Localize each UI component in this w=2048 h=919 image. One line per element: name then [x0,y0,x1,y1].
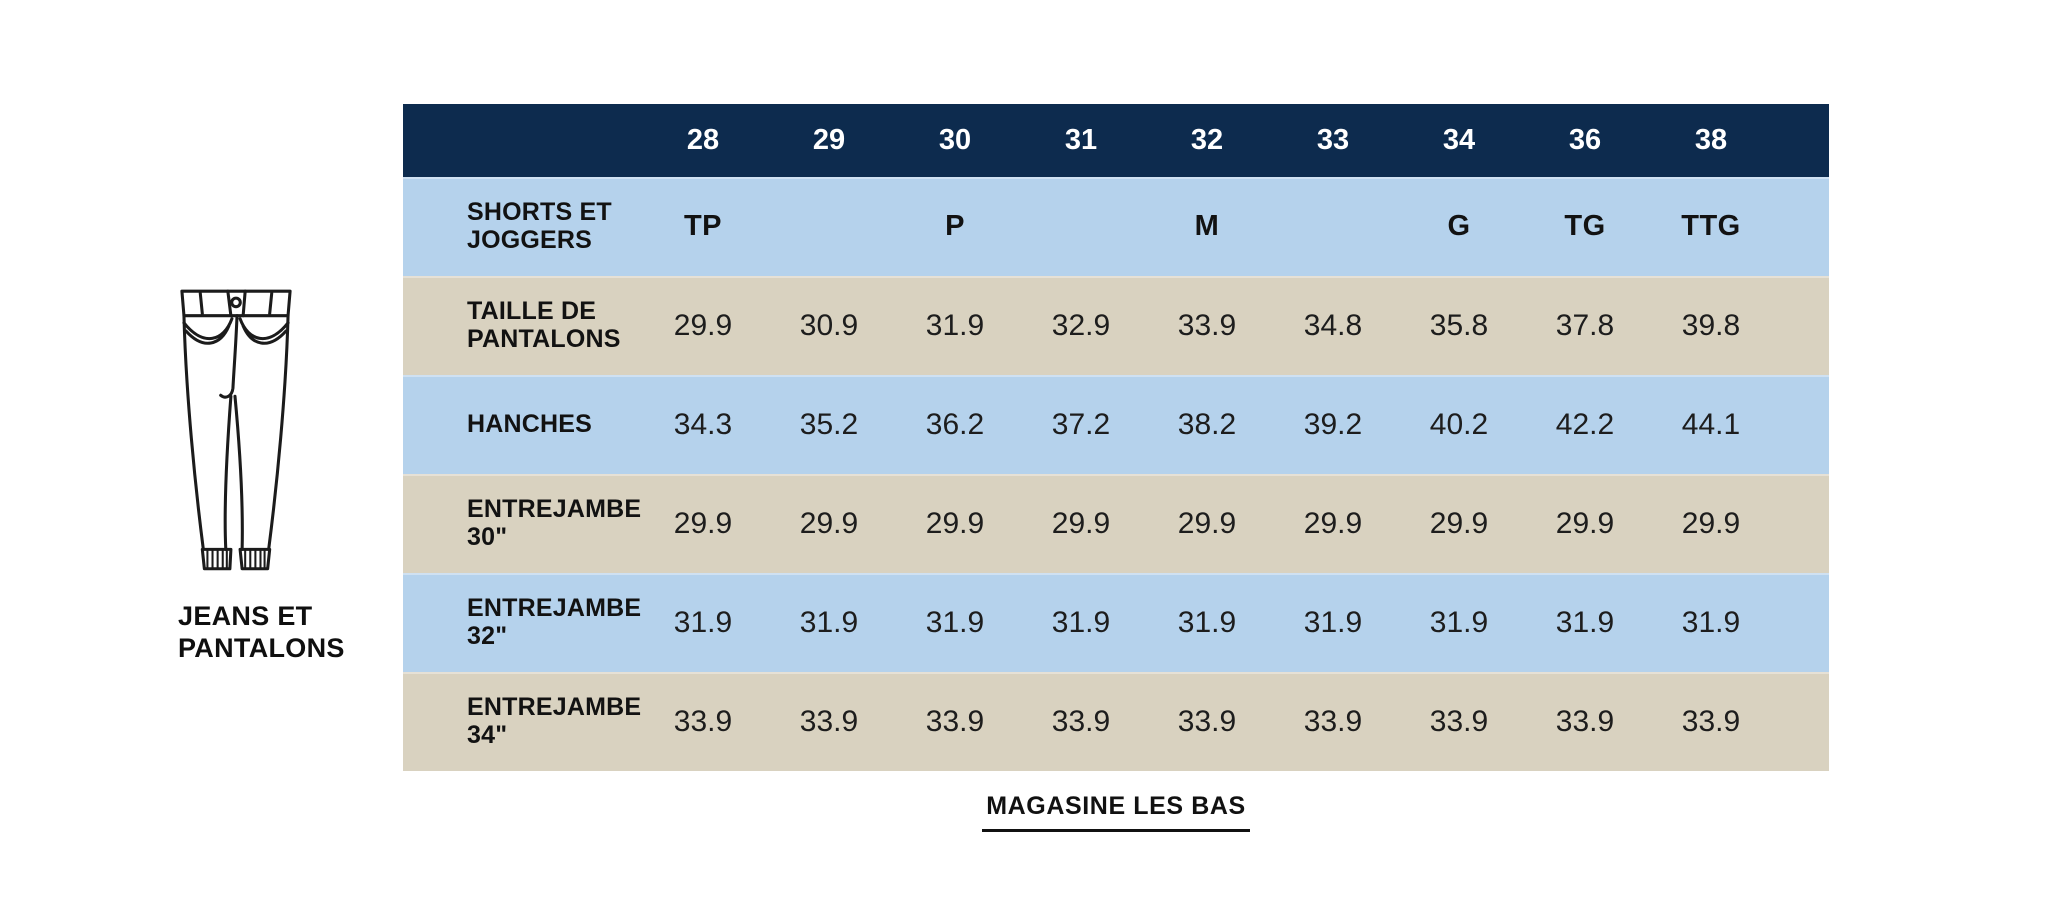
header-label-spacer [403,104,640,177]
measurement-cell: 36.2 [925,407,985,441]
measurement-cell: 35.8 [1429,308,1489,342]
category-label: JEANS ET PANTALONS [178,601,345,664]
size-letter-cell: TTG [1681,210,1741,242]
jeans-icon [172,282,300,580]
size-letter-cell: TG [1564,210,1606,242]
table-row: TAILLE DE PANTALONS 29.9 30.9 31.9 32.9 33.9 3… [403,276,1829,375]
measurement-cell: 29.9 [673,308,733,342]
measurement-cell: 31.9 [1429,605,1489,639]
measurement-cell: 33.9 [799,704,859,738]
table-row: HANCHES 34.3 35.2 36.2 37.2 38.2 39.2 40.2 42.2 4… [403,375,1829,474]
table-row: SHORTS ET JOGGERS TP P M G TG TTG [403,177,1829,276]
size-letter-cell: G [1447,210,1471,242]
row-label: HANCHES [467,409,593,438]
measurement-cell: 30.9 [799,308,859,342]
header-size-cell: 29 [812,124,846,156]
measurement-cell: 31.9 [673,605,733,639]
measurement-cell: 33.9 [1051,704,1111,738]
row-label: SHORTS ET JOGGERS [467,198,612,254]
header-size-cell: 34 [1442,124,1476,156]
measurement-cell: 31.9 [1681,605,1741,639]
category-figure: JEANS ET PANTALONS [150,282,400,663]
size-letter-cell [766,177,892,276]
measurement-cell: 34.8 [1303,308,1363,342]
row-label: ENTREJAMBE 34" [467,693,642,749]
table-row: ENTREJAMBE 32" 31.9 31.9 31.9 31.9 31.9 31.9 31… [403,573,1829,672]
row-label: ENTREJAMBE 30" [467,495,642,551]
measurement-cell: 33.9 [673,704,733,738]
measurement-cell: 29.9 [1051,506,1111,540]
measurement-cell: 31.9 [925,605,985,639]
measurement-cell: 33.9 [1429,704,1489,738]
measurement-cell: 37.8 [1555,308,1615,342]
measurement-cell: 33.9 [1555,704,1615,738]
row-label: ENTREJAMBE 32" [467,594,642,650]
header-size-cell: 36 [1568,124,1602,156]
measurement-cell: 32.9 [1051,308,1111,342]
measurement-cell: 31.9 [1177,605,1237,639]
shop-bottoms-link[interactable]: MAGASINE LES BAS [982,792,1250,832]
measurement-cell: 31.9 [925,308,985,342]
measurement-cell: 31.9 [1555,605,1615,639]
measurement-cell: 42.2 [1555,407,1615,441]
measurement-cell: 33.9 [1681,704,1741,738]
footer-bar: MAGASINE LES BAS [403,792,1829,832]
measurement-cell: 39.8 [1681,308,1741,342]
table-row: ENTREJAMBE 30" 29.9 29.9 29.9 29.9 29.9 29.9 29… [403,474,1829,573]
header-size-cell: 28 [686,124,720,156]
measurement-cell: 29.9 [1681,506,1741,540]
measurement-cell: 29.9 [925,506,985,540]
size-letter-cell: TP [683,210,723,242]
measurement-cell: 39.2 [1303,407,1363,441]
measurement-cell: 33.9 [1177,308,1237,342]
measurement-cell: 29.9 [1177,506,1237,540]
measurement-cell: 29.9 [1429,506,1489,540]
table-row: ENTREJAMBE 34" 33.9 33.9 33.9 33.9 33.9 33.9 33… [403,672,1829,771]
measurement-cell: 31.9 [1303,605,1363,639]
measurement-cell: 29.9 [799,506,859,540]
measurement-cell: 44.1 [1681,407,1741,441]
measurement-cell: 31.9 [1051,605,1111,639]
measurement-cell: 29.9 [673,506,733,540]
header-size-cell: 33 [1316,124,1350,156]
header-size-cell: 32 [1190,124,1224,156]
size-letter-cell: P [945,210,965,242]
header-size-cell: 31 [1064,124,1098,156]
measurement-cell: 31.9 [799,605,859,639]
measurement-cell: 33.9 [1303,704,1363,738]
size-letter-cell [1018,177,1144,276]
measurement-cell: 29.9 [1555,506,1615,540]
size-letter-cell: M [1194,210,1220,242]
measurement-cell: 34.3 [673,407,733,441]
measurement-cell: 35.2 [799,407,859,441]
header-size-cell: 38 [1694,124,1728,156]
table-body: SHORTS ET JOGGERS TP P M G TG TTG TAILLE DE PAN… [403,177,1829,771]
size-table: 28 29 30 31 32 33 34 36 38 SHORTS ET JOGGERS TP P M… [403,104,1829,771]
measurement-cell: 40.2 [1429,407,1489,441]
measurement-cell: 33.9 [925,704,985,738]
measurement-cell: 33.9 [1177,704,1237,738]
measurement-cell: 38.2 [1177,407,1237,441]
measurement-cell: 29.9 [1303,506,1363,540]
header-size-cell: 30 [938,124,972,156]
size-letter-cell [1270,177,1396,276]
row-label: TAILLE DE PANTALONS [467,297,621,353]
table-header-row: 28 29 30 31 32 33 34 36 38 [403,104,1829,177]
measurement-cell: 37.2 [1051,407,1111,441]
